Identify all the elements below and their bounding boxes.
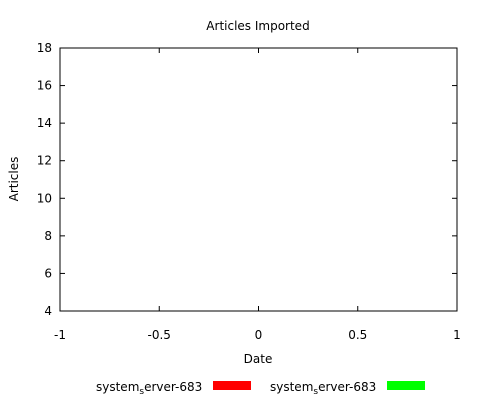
x-tick-label: 0 (255, 328, 263, 342)
y-tick-label: 6 (44, 266, 52, 280)
legend-swatch (387, 381, 425, 390)
y-tick-label: 10 (37, 191, 52, 205)
legend-label: systemserver-683 (96, 380, 202, 397)
legend-label-main: system (270, 380, 313, 394)
y-tick-label: 16 (37, 79, 52, 93)
legend-label-subscript: s (139, 387, 144, 397)
legend-label-main: system (96, 380, 139, 394)
x-axis: -1 -0.5 0 0.5 1 (54, 48, 461, 342)
legend-label-rest: erver-683 (144, 380, 202, 394)
y-tick-label: 4 (44, 304, 52, 318)
x-tick-label: 0.5 (348, 328, 367, 342)
legend: systemserver-683 systemserver-683 (96, 380, 425, 397)
legend-label-subscript: s (313, 387, 318, 397)
legend-label: systemserver-683 (270, 380, 376, 397)
y-tick-label: 18 (37, 41, 52, 55)
x-tick-label: -0.5 (148, 328, 171, 342)
y-tick-label: 12 (37, 154, 52, 168)
x-axis-label: Date (244, 352, 273, 366)
y-axis: 4 6 8 10 12 14 16 18 (37, 41, 457, 318)
legend-swatch (213, 381, 251, 390)
x-tick-label: -1 (54, 328, 66, 342)
y-axis-label: Articles (7, 157, 21, 202)
x-tick-label: 1 (453, 328, 461, 342)
y-tick-label: 14 (37, 116, 52, 130)
chart-title: Articles Imported (206, 19, 309, 33)
y-tick-label: 8 (44, 229, 52, 243)
plot-frame (59, 47, 458, 312)
legend-label-rest: erver-683 (318, 380, 376, 394)
